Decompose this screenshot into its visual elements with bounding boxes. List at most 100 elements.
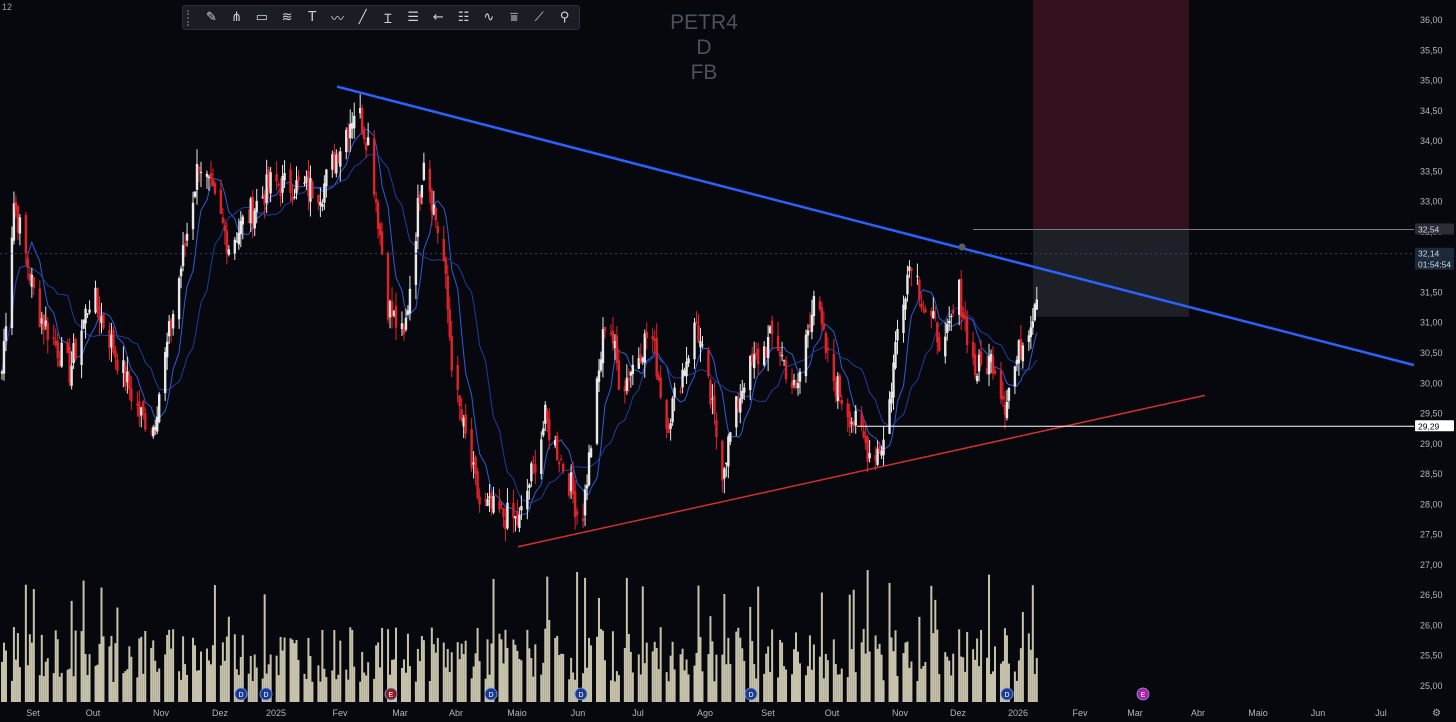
ruler-icon[interactable]: ⟋ <box>534 10 544 25</box>
event-marker: D <box>744 687 758 701</box>
candle <box>790 368 794 394</box>
volume-bar <box>806 666 809 702</box>
candle-body <box>1013 366 1017 387</box>
volume-bar <box>958 629 961 702</box>
volume-bar <box>596 636 598 702</box>
pitchfork-icon[interactable]: ⋔ <box>231 10 243 25</box>
volume-bar <box>639 674 642 702</box>
candle <box>181 231 185 272</box>
candle <box>554 435 557 449</box>
volume-bar <box>840 668 843 702</box>
volume-bar <box>377 642 380 702</box>
rectangle-icon[interactable]: ▭ <box>255 10 268 25</box>
candle-body <box>74 338 77 360</box>
candle-body <box>323 183 326 203</box>
candle-body <box>16 206 20 233</box>
candle <box>729 431 732 446</box>
candle-body <box>1007 387 1011 401</box>
volume-bar <box>848 594 851 702</box>
candle-body <box>317 194 320 204</box>
candle <box>1001 381 1005 407</box>
candle <box>673 382 676 412</box>
levels2-icon[interactable]: ⩸ <box>510 10 518 25</box>
candle <box>876 440 879 467</box>
candle-body <box>770 320 774 335</box>
cursor-text-icon[interactable]: Ɪ <box>384 11 392 27</box>
x-tick-label: Nov <box>153 708 170 718</box>
volume-bar <box>462 654 465 702</box>
volume-bar <box>1007 663 1010 702</box>
volume-bar <box>460 643 463 702</box>
candle-body <box>404 317 408 330</box>
candle-body <box>72 343 75 364</box>
volume-bar <box>586 667 589 702</box>
volume-bar <box>72 676 75 702</box>
candle-body <box>181 245 185 266</box>
candle <box>436 221 439 244</box>
candle <box>317 194 320 211</box>
candle <box>195 149 199 205</box>
candle <box>1015 355 1019 372</box>
candle <box>380 222 384 256</box>
candle <box>910 267 913 287</box>
text-icon[interactable]: T <box>308 10 317 25</box>
volume-bar <box>247 673 250 702</box>
volume-bar <box>922 665 925 702</box>
candle <box>770 315 774 349</box>
candle <box>991 346 995 380</box>
candle <box>98 296 101 336</box>
candle <box>882 425 885 467</box>
candle-body <box>158 394 161 422</box>
candle-body <box>44 320 47 327</box>
list-icon[interactable]: ☰ <box>407 10 419 25</box>
volume-bar <box>568 679 571 702</box>
volume-bar <box>303 673 306 702</box>
event-marker-circle <box>484 687 498 701</box>
candle-body <box>651 336 654 340</box>
price-label-bg <box>1415 258 1454 270</box>
line-icon[interactable]: ╱ <box>358 10 367 25</box>
candle-body <box>806 330 810 336</box>
wave-icon[interactable]: ∿ <box>483 10 495 25</box>
candle <box>116 353 119 375</box>
candle-body <box>1029 327 1033 338</box>
volume-bar <box>46 658 49 702</box>
candle <box>526 479 529 520</box>
pin-icon[interactable]: ⚲ <box>559 10 570 25</box>
volume-bar <box>1015 680 1018 702</box>
volume-bar <box>546 576 549 702</box>
candle <box>319 187 322 218</box>
candle-body <box>868 453 871 459</box>
volume-bar <box>353 666 356 702</box>
volume-bar <box>888 582 891 702</box>
fib-icon[interactable]: ≋ <box>281 10 293 25</box>
candle <box>679 387 682 395</box>
volume-bar <box>741 648 744 702</box>
arrow-left-icon[interactable]: ← <box>432 10 444 25</box>
toolbar-grip[interactable] <box>187 9 195 26</box>
volume-bar <box>450 652 453 702</box>
candle-body <box>263 193 266 205</box>
candle-body <box>0 371 4 374</box>
candle <box>687 355 690 368</box>
brush-icon[interactable]: 〰 <box>330 12 344 27</box>
candle-body <box>114 350 117 358</box>
candle <box>114 345 117 370</box>
volume-bar <box>30 642 33 702</box>
candle <box>444 255 447 289</box>
levels-icon[interactable]: ☷ <box>457 10 470 25</box>
pencil-icon[interactable]: ✎ <box>205 10 217 25</box>
candle-body <box>80 330 83 366</box>
volume-bar <box>994 646 996 702</box>
volume-bar <box>810 669 813 702</box>
x-tick-label: Jul <box>1375 708 1387 718</box>
candle <box>227 244 231 257</box>
candle-body <box>450 336 453 371</box>
candle-body <box>854 410 857 426</box>
candle-body <box>822 323 826 329</box>
volume-bar <box>68 668 71 702</box>
volume-bar <box>363 672 366 702</box>
candle-body <box>603 327 607 332</box>
candle <box>372 130 376 199</box>
